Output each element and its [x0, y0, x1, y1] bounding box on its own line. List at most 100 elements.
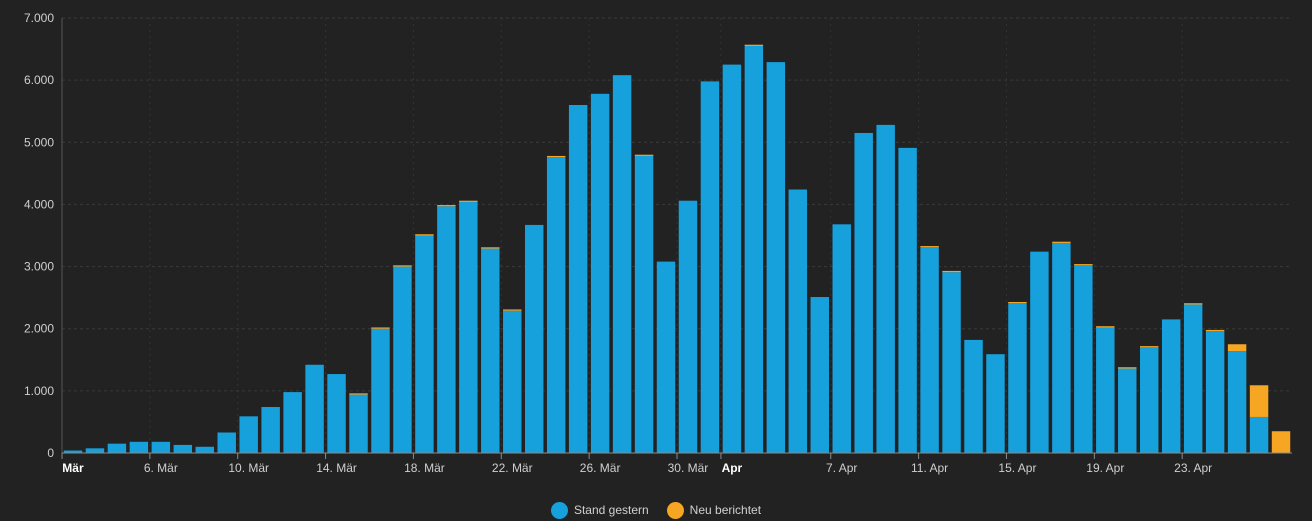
bar-stand-gestern	[1161, 319, 1181, 453]
bar-neu-berichtet	[1205, 329, 1225, 332]
bar-stand-gestern	[1096, 327, 1115, 453]
bar-stand-gestern	[217, 432, 236, 453]
y-tick-label: 7.000	[24, 11, 54, 25]
y-tick-label: 4.000	[24, 197, 54, 211]
bar-stand-gestern	[832, 224, 851, 453]
x-tick-label: 6. Mär	[144, 461, 178, 475]
y-tick-label: 5.000	[24, 135, 54, 149]
bar-stand-gestern	[1183, 304, 1203, 453]
bar-stand-gestern	[1140, 347, 1159, 453]
bar-neu-berichtet	[393, 265, 412, 267]
bar-stand-gestern	[788, 189, 808, 453]
bar-stand-gestern	[393, 266, 412, 453]
bar-stand-gestern	[261, 407, 280, 453]
x-tick-label: 26. Mär	[580, 461, 621, 475]
legend-label-stand-gestern: Stand gestern	[573, 503, 649, 517]
legend-item-neu-berichtet[interactable]: Neu berichtet	[666, 501, 762, 519]
x-tick-label: 15. Apr	[998, 461, 1036, 475]
bar-stand-gestern	[283, 392, 302, 453]
bar-stand-gestern	[546, 157, 566, 453]
bar-neu-berichtet	[546, 155, 566, 158]
bar-neu-berichtet	[481, 247, 500, 249]
bar-stand-gestern	[1052, 242, 1071, 453]
bar-stand-gestern	[612, 75, 632, 454]
bar-stand-gestern	[415, 235, 434, 453]
bar-neu-berichtet	[437, 205, 456, 207]
bar-stand-gestern	[1118, 368, 1137, 453]
bar-stand-gestern	[327, 374, 346, 453]
bar-stand-gestern	[876, 124, 895, 453]
x-tick-label: Mär	[62, 461, 84, 475]
bar-stand-gestern	[107, 443, 127, 453]
bar-stand-gestern	[656, 261, 676, 453]
bar-stand-gestern	[590, 93, 610, 454]
bar-stand-gestern	[481, 248, 500, 453]
bar-stand-gestern	[371, 328, 390, 453]
bar-stand-gestern	[173, 444, 193, 453]
bar-neu-berichtet	[1008, 301, 1027, 304]
bar-neu-berichtet	[371, 327, 390, 329]
bar-stand-gestern	[437, 206, 456, 453]
bar-stand-gestern	[195, 446, 214, 453]
bar-stand-gestern	[898, 147, 917, 453]
y-tick-label: 0	[47, 446, 54, 460]
bar-stand-gestern	[810, 297, 829, 453]
y-tick-label: 2.000	[24, 322, 54, 336]
x-tick-label: 19. Apr	[1086, 461, 1124, 475]
bar-stand-gestern	[1205, 331, 1225, 453]
x-tick-label: 18. Mär	[404, 461, 445, 475]
bar-neu-berichtet	[1074, 264, 1093, 266]
bar-stand-gestern	[525, 224, 544, 453]
y-tick-label: 1.000	[24, 384, 54, 398]
x-tick-label: Apr	[722, 461, 743, 475]
bar-stand-gestern	[85, 448, 105, 453]
bar-neu-berichtet	[1227, 344, 1247, 352]
legend-swatch-neu-berichtet	[666, 501, 684, 519]
bar-stand-gestern	[129, 441, 149, 453]
bar-neu-berichtet	[1096, 326, 1115, 328]
bar-stand-gestern	[634, 155, 654, 453]
bar-stand-gestern	[305, 364, 324, 453]
y-tick-label: 6.000	[24, 73, 54, 87]
bar-stand-gestern	[151, 441, 171, 453]
bar-chart: 0 1.000 2.000 3.000 4.000 5.000 6.000 7.000 Mär 6…	[24, 11, 1292, 475]
y-tick-label: 3.000	[24, 260, 54, 274]
bar-stand-gestern	[920, 247, 939, 453]
bar-stand-gestern	[459, 201, 478, 453]
bar-stand-gestern	[239, 416, 258, 453]
legend: Stand gestern Neu berichtet	[0, 499, 1312, 521]
x-tick-label: 23. Apr	[1174, 461, 1212, 475]
bar-stand-gestern	[63, 450, 83, 453]
bar-neu-berichtet	[1140, 346, 1159, 348]
bar-stand-gestern	[722, 64, 742, 453]
bar-stand-gestern	[1227, 351, 1247, 453]
bar-stand-gestern	[942, 272, 961, 453]
bar-neu-berichtet	[1183, 303, 1203, 305]
x-tick-label: 11. Apr	[911, 461, 948, 475]
bar-stand-gestern	[766, 62, 786, 453]
bar-stand-gestern	[678, 200, 698, 453]
x-tick-label: 14. Mär	[316, 461, 357, 475]
x-tick-label: 10. Mär	[228, 461, 269, 475]
x-tick-label: 7. Apr	[826, 461, 857, 475]
legend-item-stand-gestern[interactable]: Stand gestern	[550, 501, 649, 519]
bar-neu-berichtet	[459, 200, 478, 202]
bar-neu-berichtet	[1271, 431, 1291, 453]
bar-stand-gestern	[854, 132, 873, 453]
x-tick-label: 22. Mär	[492, 461, 533, 475]
bar-stand-gestern	[964, 339, 983, 453]
bar-neu-berichtet	[349, 393, 368, 395]
bar-neu-berichtet	[744, 44, 764, 46]
bar-neu-berichtet	[634, 154, 654, 156]
legend-label-neu-berichtet: Neu berichtet	[689, 503, 762, 517]
bar-neu-berichtet	[942, 270, 961, 273]
bar-stand-gestern	[744, 45, 764, 453]
bar-neu-berichtet	[1118, 367, 1137, 369]
bar-neu-berichtet	[1052, 241, 1071, 243]
bar-stand-gestern	[349, 394, 368, 453]
bar-neu-berichtet	[415, 234, 434, 236]
legend-swatch-stand-gestern	[550, 501, 568, 519]
x-tick-label: 30. Mär	[668, 461, 709, 475]
bar-stand-gestern	[1008, 303, 1027, 453]
